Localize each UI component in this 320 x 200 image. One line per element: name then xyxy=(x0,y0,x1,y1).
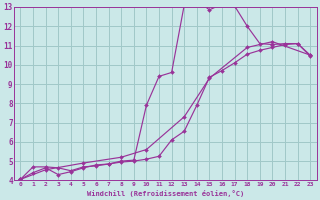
X-axis label: Windchill (Refroidissement éolien,°C): Windchill (Refroidissement éolien,°C) xyxy=(87,190,244,197)
